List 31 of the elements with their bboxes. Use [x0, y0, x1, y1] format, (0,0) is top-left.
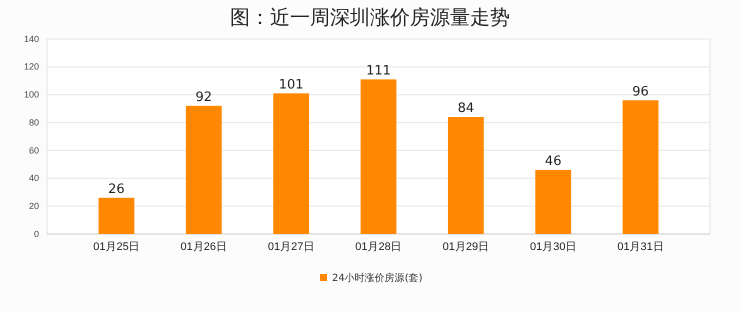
- bar: [98, 198, 134, 234]
- data-label: 46: [544, 154, 562, 169]
- y-tick-label: 60: [28, 145, 39, 156]
- bar: [535, 170, 572, 234]
- legend-label: 24小时涨价房源(套): [332, 272, 423, 284]
- data-label: 101: [278, 77, 304, 92]
- y-tick-label: 80: [28, 117, 39, 128]
- y-tick-label: 0: [34, 228, 39, 239]
- x-tick-label: 01月27日: [268, 240, 314, 253]
- bar: [622, 100, 658, 234]
- data-label: 96: [632, 84, 649, 100]
- y-tick-label: 140: [24, 34, 39, 44]
- y-tick-label: 100: [24, 90, 39, 100]
- bar: [360, 79, 396, 234]
- x-tick-label: 01月31日: [617, 240, 664, 253]
- x-tick-label: 01月26日: [180, 240, 228, 253]
- bar: [186, 106, 222, 234]
- x-tick-label: 01月28日: [355, 240, 402, 253]
- chart-title: 图：近一周深圳涨价房源量走势: [230, 5, 510, 29]
- bar: [448, 117, 484, 234]
- x-tick-label: 01月30日: [530, 240, 576, 253]
- y-tick-label: 20: [28, 201, 39, 212]
- x-tick-label: 01月25日: [93, 240, 140, 253]
- data-label: 26: [108, 182, 125, 197]
- x-tick-label: 01月29日: [442, 240, 490, 253]
- y-tick-label: 40: [28, 173, 39, 184]
- y-tick-label: 120: [24, 62, 39, 72]
- data-label: 111: [366, 63, 391, 78]
- data-label: 84: [458, 101, 474, 116]
- bar: [273, 93, 310, 234]
- data-label: 92: [196, 90, 212, 105]
